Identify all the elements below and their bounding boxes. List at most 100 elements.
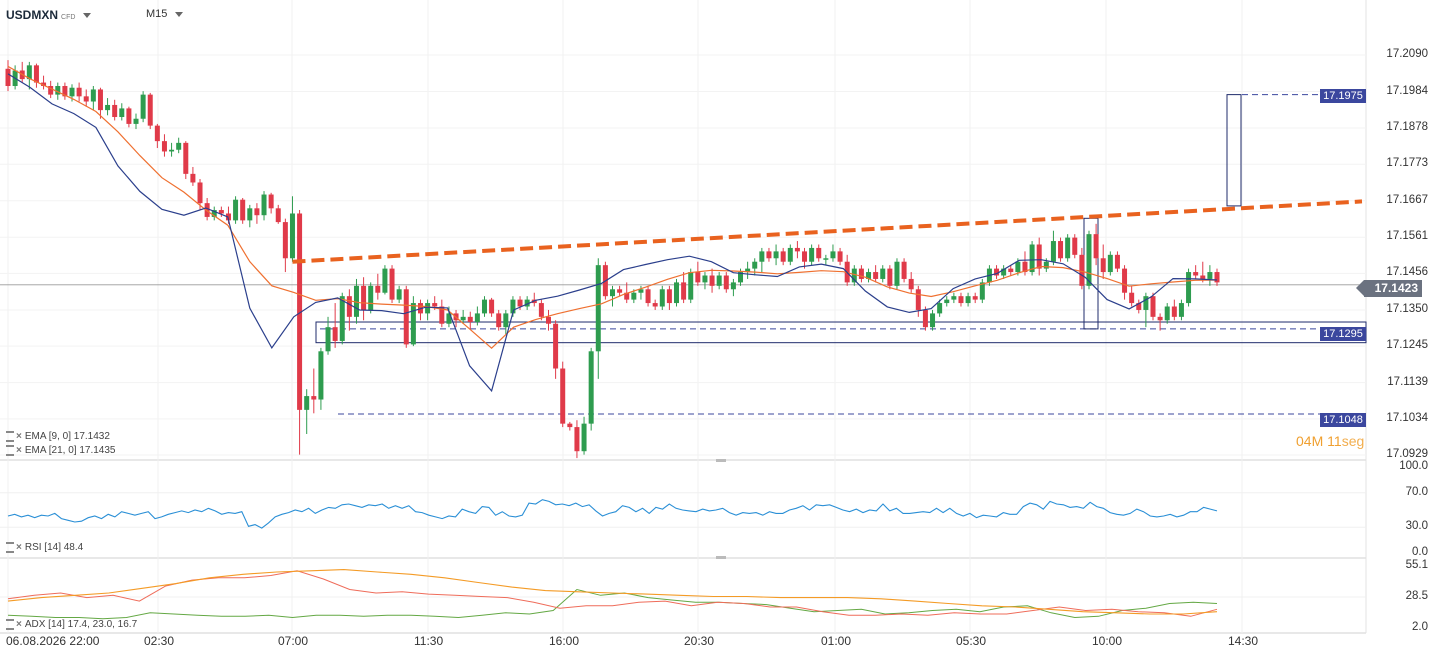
price-tick-label: 17.1245 xyxy=(1386,339,1428,352)
candle-body xyxy=(880,268,886,279)
close-icon[interactable]: × xyxy=(16,542,22,554)
candle-body xyxy=(979,282,985,300)
close-icon[interactable]: × xyxy=(16,431,22,443)
candle-body xyxy=(311,396,317,400)
candle-body xyxy=(1043,261,1049,269)
candle-body xyxy=(339,296,345,341)
time-tick-label: 02:30 xyxy=(144,634,175,648)
close-icon[interactable]: × xyxy=(16,619,22,631)
candle-body xyxy=(1001,268,1007,276)
time-tick-label: 07:00 xyxy=(278,634,309,648)
candle-body xyxy=(1100,258,1106,273)
candle-body xyxy=(930,313,936,328)
rsi-line xyxy=(7,499,1218,529)
timeframe-selector[interactable]: M15 xyxy=(146,8,184,20)
settings-icon[interactable] xyxy=(6,542,14,553)
candle-body xyxy=(1143,296,1149,310)
settings-icon[interactable] xyxy=(6,431,14,442)
candle-body xyxy=(837,251,843,262)
candle-body xyxy=(1015,261,1021,273)
ema21-label: EMA [21, 0] 17.1435 xyxy=(24,445,116,457)
candle-body xyxy=(716,275,722,286)
candle-body xyxy=(1036,244,1042,269)
candle-body xyxy=(396,289,402,300)
candle-body xyxy=(375,285,381,293)
price-tick-label: 17.1139 xyxy=(1387,375,1428,388)
candle-body xyxy=(133,118,139,124)
candle-body xyxy=(780,251,786,262)
adx-axis-label: 28.5 xyxy=(1405,590,1428,603)
candle-body xyxy=(730,282,736,290)
candle-body xyxy=(922,309,928,328)
candle-body xyxy=(425,303,431,314)
time-tick-label: 16:00 xyxy=(549,634,580,648)
candle-body xyxy=(318,351,324,400)
candle-body xyxy=(1107,254,1113,273)
candle-body xyxy=(1171,306,1177,317)
ema9-legend[interactable]: × EMA [9, 0] 17.1432 xyxy=(6,431,110,442)
candle-body xyxy=(1008,268,1014,273)
candle-body xyxy=(410,303,416,345)
candle-body xyxy=(901,261,907,279)
candle-body xyxy=(823,258,829,260)
candle-body xyxy=(674,282,680,304)
candle-body xyxy=(858,268,864,279)
candle-body xyxy=(481,299,487,314)
range-level-tag: 17.1295 xyxy=(1320,327,1366,341)
candle-body xyxy=(1122,268,1128,293)
time-tick-label: 11:30 xyxy=(414,634,444,648)
ema21-legend[interactable]: × EMA [21, 0] 17.1435 xyxy=(6,445,115,456)
price-tick-label: 17.1034 xyxy=(1386,411,1428,424)
candle-body xyxy=(1193,272,1199,276)
countdown-minute-unit: M xyxy=(1311,433,1324,449)
chevron-down-icon xyxy=(83,13,92,19)
candle-body xyxy=(588,351,594,424)
candle-body xyxy=(176,142,182,150)
candle-body xyxy=(610,289,615,297)
candle-body xyxy=(33,65,39,83)
countdown-seconds: 11 xyxy=(1327,433,1342,449)
candle-body xyxy=(1129,292,1135,304)
adx-plus-di-line xyxy=(7,588,1218,620)
candle-body xyxy=(26,65,32,80)
settings-icon[interactable] xyxy=(6,619,14,630)
candle-body xyxy=(197,182,203,204)
timeframe-label: M15 xyxy=(146,8,168,20)
rsi-legend[interactable]: × RSI [14] 48.4 xyxy=(6,542,83,553)
adx-axis-label: 55.1 xyxy=(1405,559,1428,571)
candle-body xyxy=(617,289,623,293)
candle-body xyxy=(894,261,900,286)
candle-body xyxy=(659,289,665,307)
rsi-axis-label: 30.0 xyxy=(1405,520,1428,533)
adx-legend[interactable]: × ADX [14] 17.4, 23.0, 16.7 xyxy=(6,619,137,630)
settings-icon[interactable] xyxy=(6,445,14,456)
candle-body xyxy=(709,275,715,286)
candle-body xyxy=(240,199,246,221)
candle-body xyxy=(510,299,516,314)
time-tick-label: 06.08.2026 22:00 xyxy=(6,634,100,648)
candle-body xyxy=(560,368,566,424)
candle-body xyxy=(1086,234,1092,286)
candle-body xyxy=(403,289,409,345)
candle-body xyxy=(467,316,473,323)
candle-body xyxy=(140,94,146,119)
countdown-minutes: 04 xyxy=(1296,433,1312,449)
candle-body xyxy=(1178,303,1184,317)
close-icon[interactable]: × xyxy=(16,445,22,457)
candle-body xyxy=(581,423,587,452)
candle-body xyxy=(55,86,61,95)
candle-body xyxy=(69,87,75,97)
ema9-line xyxy=(7,73,1218,393)
time-tick-label: 01:00 xyxy=(821,634,852,648)
candle-countdown: 04M 11seg xyxy=(1296,433,1364,449)
candle-body xyxy=(1214,272,1220,283)
candle-body xyxy=(638,289,644,293)
candle-body xyxy=(908,278,914,290)
candle-body xyxy=(233,199,239,221)
candle-body xyxy=(225,213,231,221)
symbol-selector[interactable]: USDMXN CFD xyxy=(6,8,92,22)
price-tick-label: 17.1878 xyxy=(1386,121,1428,134)
candle-body xyxy=(794,247,800,252)
candle-body xyxy=(652,303,658,307)
